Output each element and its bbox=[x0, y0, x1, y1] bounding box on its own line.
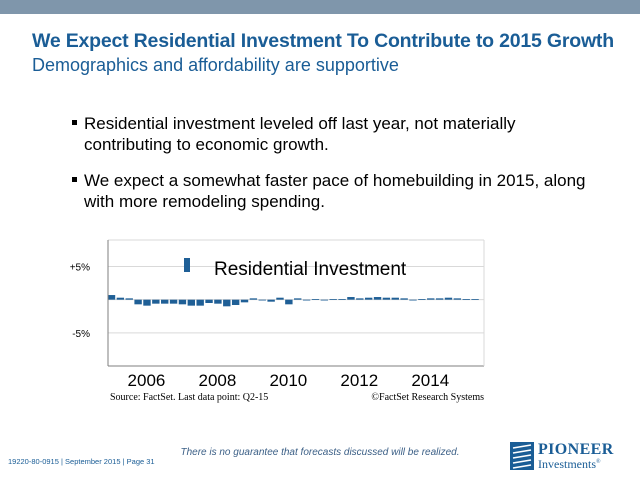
bar bbox=[143, 299, 151, 306]
bar bbox=[427, 298, 435, 300]
chart-bars bbox=[107, 295, 479, 307]
bar bbox=[453, 298, 462, 300]
bar bbox=[329, 299, 337, 300]
bullet-square-icon bbox=[72, 177, 77, 182]
bar bbox=[382, 297, 391, 300]
chart-x-tick-labels: 2006 2008 2010 2012 2014 bbox=[128, 371, 450, 390]
slide-title: We Expect Residential Investment To Cont… bbox=[32, 30, 614, 52]
bar bbox=[178, 299, 187, 305]
chart-credit: ©FactSet Research Systems bbox=[371, 392, 484, 403]
logo-subtitle: Investments® bbox=[538, 457, 601, 472]
chart-axes bbox=[107, 240, 485, 367]
legend-label: Residential Investment bbox=[214, 259, 407, 280]
bar bbox=[276, 297, 284, 300]
chart-source: Source: FactSet. Last data point: Q2-15 bbox=[110, 392, 268, 403]
x-tick-label: 2008 bbox=[199, 371, 237, 390]
logo-registered-mark: ® bbox=[596, 459, 601, 465]
bar bbox=[311, 299, 320, 300]
bar bbox=[107, 295, 116, 300]
bar bbox=[116, 297, 125, 300]
residential-investment-chart: +5% -5% 2006 2008 2010 2012 2014 Residential … bbox=[70, 239, 485, 403]
bar bbox=[161, 299, 169, 304]
slide-subtitle: Demographics and affordability are suppo… bbox=[32, 55, 399, 75]
bullet-square-icon bbox=[72, 120, 77, 125]
top-accent-bar bbox=[0, 0, 640, 14]
bar bbox=[400, 298, 408, 300]
bar bbox=[169, 299, 178, 304]
y-tick-label: +5% bbox=[70, 263, 90, 274]
logo-wordmark: PIONEER bbox=[538, 441, 614, 458]
bar bbox=[125, 298, 133, 300]
pioneer-logo bbox=[510, 442, 534, 470]
bar bbox=[347, 297, 355, 300]
bar bbox=[231, 299, 240, 305]
bar bbox=[214, 299, 222, 304]
x-tick-label: 2010 bbox=[269, 371, 307, 390]
bar bbox=[285, 299, 293, 305]
bar bbox=[249, 298, 258, 300]
x-tick-label: 2012 bbox=[340, 371, 378, 390]
bar bbox=[223, 299, 231, 307]
logo-emblem-stripes-icon bbox=[512, 444, 532, 469]
bar bbox=[240, 299, 249, 303]
y-tick-label: -5% bbox=[72, 329, 90, 340]
footer-document-info: 19220-80-0915 | September 2015 | Page 31 bbox=[8, 457, 155, 466]
bar bbox=[152, 299, 160, 304]
x-tick-label: 2014 bbox=[411, 371, 449, 390]
x-tick-label: 2006 bbox=[128, 371, 166, 390]
bar bbox=[320, 299, 329, 301]
bar bbox=[294, 298, 302, 300]
bar bbox=[364, 297, 373, 300]
bullet-item: Residential investment leveled off last … bbox=[72, 113, 592, 155]
bullet-text: Residential investment leveled off last … bbox=[84, 114, 516, 154]
bar bbox=[134, 299, 142, 305]
bar bbox=[471, 299, 479, 300]
bar bbox=[267, 299, 275, 302]
doc-id: 19220-80-0915 bbox=[8, 457, 59, 466]
bar bbox=[187, 299, 196, 306]
logo-subtitle-text: Investments bbox=[538, 457, 596, 471]
bullet-text: We expect a somewhat faster pace of home… bbox=[84, 171, 586, 211]
bar bbox=[391, 297, 399, 300]
bar bbox=[196, 299, 204, 306]
footer-separator: | bbox=[122, 457, 125, 466]
bar bbox=[409, 299, 417, 301]
bar bbox=[444, 297, 453, 300]
forecast-disclaimer: There is no guarantee that forecasts dis… bbox=[180, 447, 460, 458]
bar bbox=[356, 298, 364, 300]
bar bbox=[373, 297, 382, 300]
bar bbox=[338, 299, 346, 300]
bar bbox=[435, 298, 444, 300]
doc-date: September 2015 bbox=[65, 457, 121, 466]
footer-separator: | bbox=[60, 457, 63, 466]
bar bbox=[205, 299, 213, 303]
bar bbox=[302, 299, 311, 301]
bullet-item: We expect a somewhat faster pace of home… bbox=[72, 170, 592, 212]
bar bbox=[462, 299, 470, 300]
legend-swatch bbox=[184, 258, 190, 272]
bar bbox=[258, 299, 266, 301]
bar bbox=[418, 299, 426, 300]
page-number: Page 31 bbox=[126, 457, 155, 466]
bullet-list: Residential investment leveled off last … bbox=[72, 113, 592, 227]
chart-y-tick-labels: +5% -5% bbox=[70, 263, 90, 340]
